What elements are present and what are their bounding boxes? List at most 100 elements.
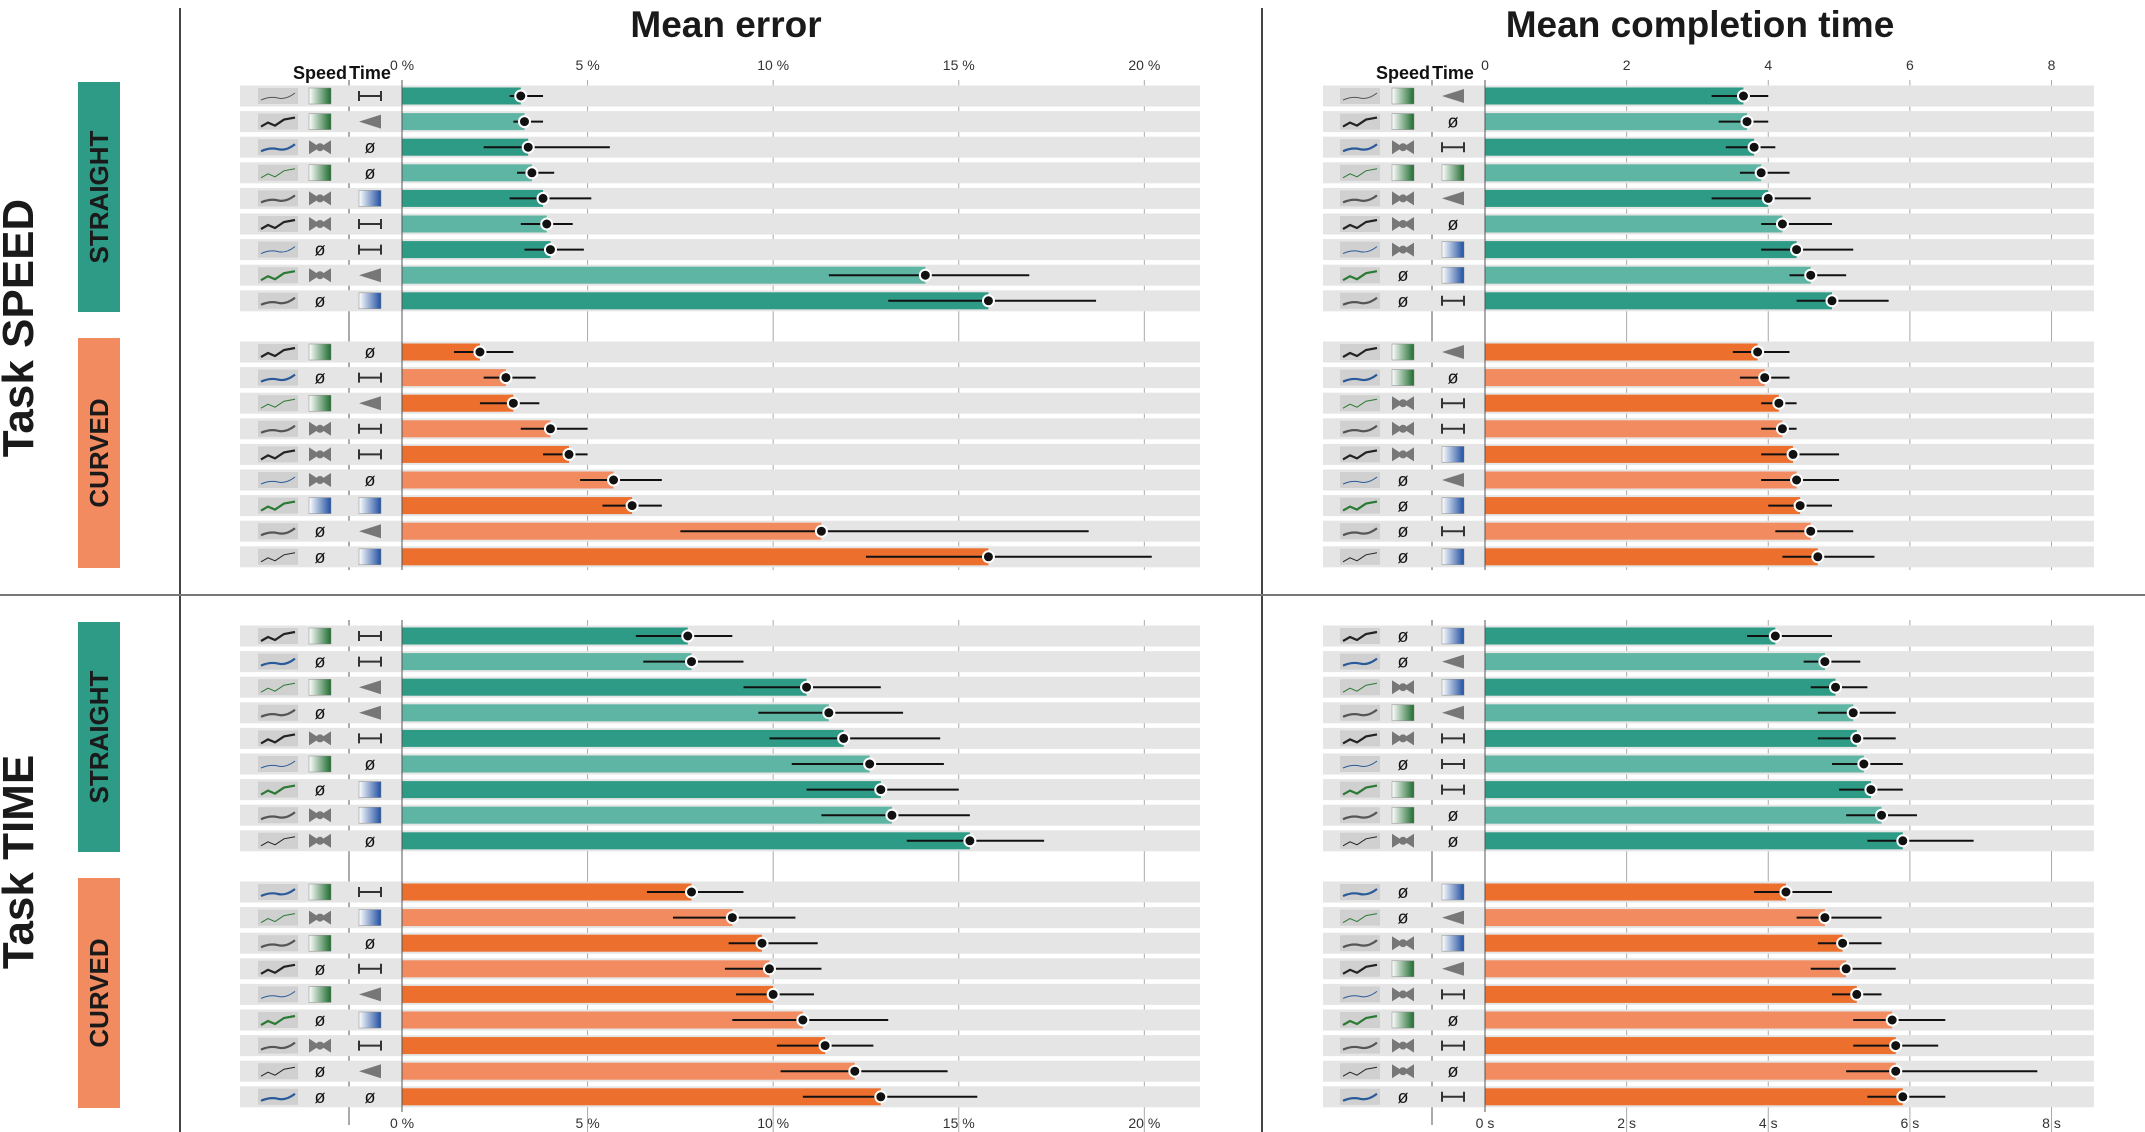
thumbnail-bg xyxy=(258,369,298,386)
thumbnail-bg xyxy=(258,628,298,644)
mean-point xyxy=(1857,757,1871,771)
mean-point xyxy=(1818,911,1832,925)
bar xyxy=(402,292,989,310)
mean-point xyxy=(1768,629,1782,643)
speed-empty-symbol: ø xyxy=(315,521,326,541)
time-wedge-icon xyxy=(1442,910,1464,925)
x-tick-label-bottom: 4 s xyxy=(1759,1115,1778,1131)
speed-empty-symbol: ø xyxy=(315,291,326,311)
speed-bowtie-center-icon xyxy=(1399,734,1407,743)
thumbnail-stroke xyxy=(260,398,296,409)
mean-point xyxy=(543,422,557,436)
speed-empty-symbol: ø xyxy=(315,1010,326,1030)
time-wedge-icon xyxy=(1442,473,1464,487)
bar xyxy=(1485,627,1776,645)
x-tick-label-bottom: 0 s xyxy=(1476,1115,1495,1131)
row-background xyxy=(240,111,1200,133)
speed-empty-symbol: ø xyxy=(315,240,326,260)
thumbnail-stroke xyxy=(260,1092,296,1102)
x-tick-label-top: 6 xyxy=(1906,57,1914,73)
speed-green-gradient-icon xyxy=(308,343,332,361)
thumbnail-stroke xyxy=(260,657,296,667)
thumbnail-stroke xyxy=(260,92,296,101)
mean-point xyxy=(1889,1064,1903,1078)
mean-point xyxy=(963,834,977,848)
thumbnail-bg xyxy=(1340,190,1380,207)
speed-green-gradient-icon xyxy=(308,164,332,182)
time-range-icon xyxy=(1441,398,1465,409)
mean-point xyxy=(1875,808,1889,822)
x-tick-label-top: 8 xyxy=(2048,57,2056,73)
bar xyxy=(1485,420,1783,438)
chart-title-time: Mean completion time xyxy=(1506,4,1895,45)
mean-point xyxy=(517,115,531,129)
mean-point xyxy=(1846,706,1860,720)
mean-point xyxy=(918,268,932,282)
thumbnail-stroke xyxy=(260,424,296,434)
mean-point xyxy=(473,345,487,359)
time-blue-gradient-icon xyxy=(358,1011,382,1029)
thumbnail-bg xyxy=(1340,884,1380,900)
speed-green-gradient-icon xyxy=(308,986,332,1003)
time-range-icon xyxy=(358,656,382,667)
mean-point xyxy=(981,550,995,564)
bar xyxy=(1485,445,1794,463)
time-range-icon xyxy=(358,887,382,897)
thumbnail-stroke xyxy=(1342,733,1378,745)
speed-empty-symbol: ø xyxy=(1398,265,1409,285)
time-range-icon xyxy=(358,372,382,383)
time-range-icon xyxy=(1441,1091,1465,1102)
thumbnail-bg xyxy=(1340,497,1380,514)
time-column-header: Time xyxy=(1432,63,1474,83)
thumbnail-stroke xyxy=(260,218,296,230)
speed-bowtie-center-icon xyxy=(1399,1067,1407,1076)
bar xyxy=(1485,522,1811,540)
trajectory-thumbnail-icon xyxy=(1340,1012,1380,1028)
row-background xyxy=(240,418,1200,440)
time-wedge-icon xyxy=(359,268,381,283)
trajectory-thumbnail-icon xyxy=(258,292,298,309)
speed-green-gradient-icon xyxy=(308,934,332,952)
thumbnail-bg xyxy=(1340,292,1380,309)
time-empty-symbol: ø xyxy=(365,933,376,953)
thumbnail-bg xyxy=(1340,756,1380,772)
mean-point xyxy=(525,166,539,180)
bar xyxy=(1485,394,1779,412)
thumbnail-bg xyxy=(1340,1037,1380,1054)
time-range-icon xyxy=(1441,733,1465,744)
thumbnail-stroke xyxy=(260,270,296,282)
bar xyxy=(1485,138,1755,156)
trajectory-thumbnail-icon xyxy=(258,986,298,1003)
bar xyxy=(402,394,514,412)
mean-point xyxy=(625,499,639,513)
mean-point xyxy=(822,706,836,720)
trajectory-thumbnail-icon xyxy=(258,1012,298,1028)
speed-green-gradient-icon xyxy=(308,883,332,901)
time-wedge-icon xyxy=(1442,345,1464,359)
speed-bowtie-center-icon xyxy=(316,1041,324,1050)
trajectory-thumbnail-icon xyxy=(1340,781,1380,798)
thumbnail-stroke xyxy=(1342,373,1378,383)
thumbnail-bg xyxy=(1340,548,1380,565)
thumbnail-stroke xyxy=(1342,424,1378,434)
thumbnail-bg xyxy=(258,960,298,977)
bar xyxy=(402,1062,855,1080)
bar xyxy=(402,266,926,284)
trajectory-thumbnail-icon xyxy=(1340,139,1380,156)
time-empty-symbol: ø xyxy=(365,831,376,851)
thumbnail-bg xyxy=(258,548,298,565)
x-tick-label-top: 4 xyxy=(1764,57,1772,73)
speed-green-gradient-icon xyxy=(1391,369,1415,386)
speed-green-gradient-icon xyxy=(308,113,332,130)
bar xyxy=(1485,164,1762,182)
thumbnail-bg xyxy=(1340,909,1380,926)
trajectory-thumbnail-icon xyxy=(1340,730,1380,747)
thumbnail-stroke xyxy=(260,449,296,461)
thumbnail-stroke xyxy=(260,811,296,821)
trajectory-thumbnail-icon xyxy=(1340,88,1380,104)
speed-bowtie-center-icon xyxy=(316,424,324,433)
time-blue-gradient-icon xyxy=(358,806,382,824)
trajectory-thumbnail-icon xyxy=(1340,113,1380,130)
bar xyxy=(1485,1062,1896,1080)
bar xyxy=(402,627,688,645)
